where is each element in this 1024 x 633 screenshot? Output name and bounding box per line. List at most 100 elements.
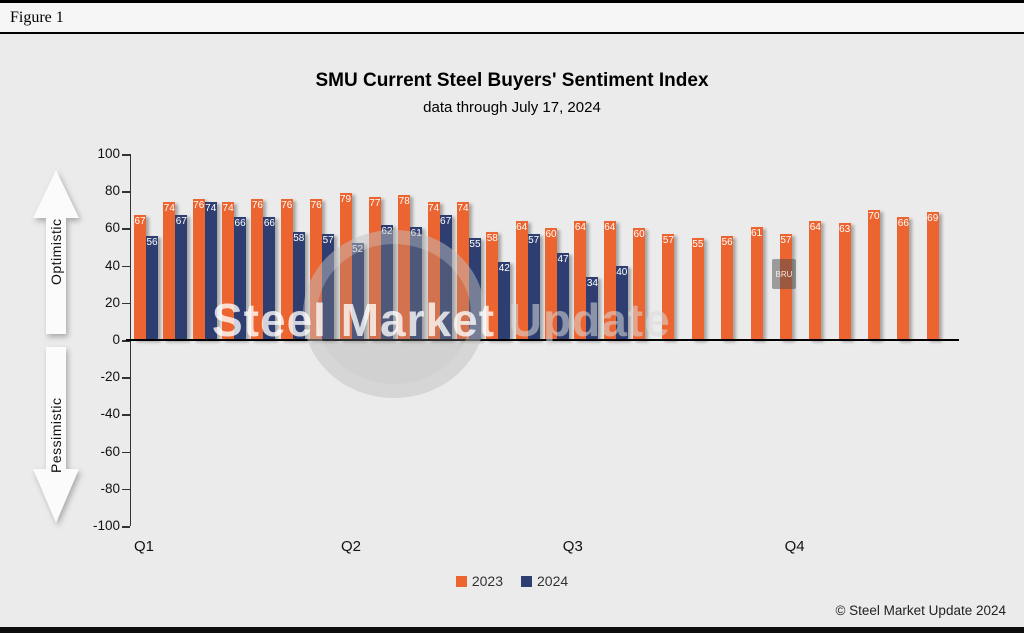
y-axis-tick-mark: [122, 191, 130, 193]
bar-2024: 62: [380, 224, 393, 340]
bar-group: 61: [750, 154, 780, 340]
bar-2024: 67: [439, 215, 452, 340]
bar-2024: 57: [527, 233, 540, 340]
bar-value-label: 64: [516, 221, 528, 233]
y-axis-tick-label: 100: [97, 146, 120, 161]
legend-label: 2023: [471, 573, 503, 589]
y-axis-tick-label: -100: [92, 518, 120, 533]
bar-2023: 60: [545, 228, 558, 340]
y-axis-tick-label: -80: [100, 480, 120, 496]
bar-group: 67 56: [134, 154, 163, 340]
bar-value-label: 47: [557, 253, 569, 265]
bar-value-label: 55: [469, 238, 481, 250]
bar-2023: 60: [633, 228, 646, 340]
y-axis-tick-label: -20: [100, 369, 120, 385]
y-axis-tick-label: 40: [104, 257, 120, 273]
y-axis-tick-label: -60: [100, 443, 120, 459]
bar-2024: 58: [292, 232, 305, 340]
bar-group: 78 61: [398, 154, 427, 340]
bar-value-label: 66: [897, 218, 909, 230]
bar-value-label: 60: [545, 229, 557, 241]
bar-value-label: 58: [293, 233, 305, 245]
bar-value-label: 56: [146, 236, 158, 248]
y-axis-tick-label: 60: [104, 220, 120, 236]
plot-area: 67 56 74 67 76 74 74 66 76 66 76 58 76 57 79 52 77 62 78 61…: [126, 154, 959, 526]
bar-2023: 74: [163, 202, 176, 340]
bar-value-label: 70: [868, 210, 880, 222]
bar-group: 56: [721, 154, 750, 340]
bar-group: 63: [838, 154, 868, 340]
bar-value-label: 66: [263, 218, 275, 230]
bar-2023: 78: [398, 194, 411, 340]
bar-2024: 34: [586, 276, 599, 340]
zero-baseline: [126, 339, 959, 341]
bar-2023: 74: [456, 202, 469, 340]
bar-group: 77 62: [368, 154, 398, 340]
bar-2024: 52: [351, 243, 364, 340]
bar-group: 64 57: [515, 154, 545, 340]
bar-value-label: 42: [498, 262, 510, 274]
bar-group: 76 66: [251, 154, 280, 340]
bar-value-label: 77: [369, 197, 381, 209]
quarter-label: Q2: [341, 538, 362, 555]
figure-label: Figure 1: [10, 9, 64, 26]
bar-group: 57: [662, 154, 691, 340]
y-axis-tick-mark: [122, 302, 130, 305]
bar-group: 64 40: [603, 154, 633, 340]
bar-2023: 64: [515, 220, 528, 340]
bar-value-label: 66: [234, 218, 246, 230]
bar-value-label: 40: [616, 266, 628, 278]
chart-subtitle: data through July 17, 2024: [423, 99, 601, 116]
legend-item: 2023: [455, 573, 503, 589]
bar-2023: 76: [310, 198, 323, 340]
bar-2023: 74: [222, 202, 235, 340]
bar-group: 74 66: [222, 154, 251, 340]
bar-value-label: 62: [381, 225, 393, 237]
bar-value-label: 76: [251, 199, 263, 211]
bar-2023: 61: [750, 226, 763, 340]
bar-2023: 76: [192, 198, 205, 340]
bar-group: 64 34: [574, 154, 603, 340]
bar-2023: 56: [721, 235, 734, 340]
y-axis-tick-mark: [122, 414, 130, 416]
bar-2023: 57: [779, 233, 792, 340]
bar-2024: 40: [615, 265, 628, 340]
bar-value-label: 52: [351, 244, 364, 256]
bar-2023: 57: [662, 233, 675, 340]
bar-group: 55: [691, 154, 721, 340]
bar-value-label: 57: [322, 234, 334, 246]
bar-value-label: 64: [809, 221, 821, 233]
bar-2024: 47: [557, 252, 570, 340]
quarter-label: Q3: [562, 538, 583, 555]
bar-value-label: 74: [205, 203, 217, 215]
bar-value-label: 76: [310, 199, 322, 211]
bar-value-label: 74: [457, 203, 469, 215]
bar-value-label: 61: [750, 227, 763, 239]
header-strip: [0, 3, 1024, 32]
bar-group: 76 57: [310, 154, 339, 340]
bar-group: 57: [779, 154, 809, 340]
bars-container: 67 56 74 67 76 74 74 66 76 66 76 58 76 57 79 52 77 62 78 61…: [131, 154, 959, 340]
y-axis-tick-label: 20: [104, 294, 120, 310]
bar-2023: 70: [867, 209, 880, 340]
bar-2024: 61: [410, 226, 423, 340]
bar-value-label: 57: [780, 234, 792, 246]
bar-2023: 76: [251, 198, 264, 340]
y-axis-tick-mark: [122, 154, 130, 156]
bar-value-label: 79: [339, 194, 352, 206]
bar-group: 60: [633, 154, 662, 340]
quarter-label: Q4: [784, 538, 805, 555]
quarter-label: Q1: [134, 538, 155, 555]
bar-value-label: 74: [222, 203, 234, 215]
bar-value-label: 60: [633, 229, 645, 241]
bar-2023: 66: [897, 217, 910, 340]
copyright-text: © Steel Market Update 2024: [835, 603, 1006, 618]
chart-title: SMU Current Steel Buyers' Sentiment Inde…: [315, 70, 709, 91]
bar-2024: 42: [498, 261, 511, 340]
y-axis-tick-mark: [122, 488, 130, 491]
bar-group: 76 74: [192, 154, 222, 340]
bar-group: 79 52: [339, 154, 369, 340]
bar-2023: 64: [574, 220, 587, 340]
bar-2023: 55: [691, 237, 704, 340]
